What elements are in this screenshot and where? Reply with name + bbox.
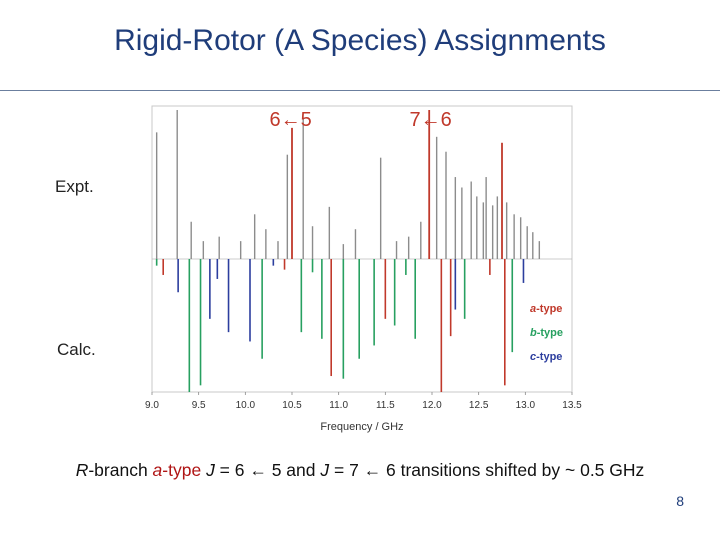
slide-title: Rigid-Rotor (A Species) Assignments [114, 24, 606, 57]
x-tick-label: 10.5 [282, 400, 302, 411]
x-axis: 9.0 9.5 10.0 10.5 11.0 11.5 12.0 12.5 13.0 13.5 [145, 392, 582, 411]
experimental-lines [155, 110, 541, 259]
caption-text-1: = 6 ← 5 and [214, 460, 321, 480]
caption-j2: J [320, 460, 330, 480]
x-tick-label: 11.0 [329, 400, 348, 411]
spectrum-chart: 9.0 9.5 10.0 10.5 11.0 11.5 12.0 12.5 13.0 13.5 6… [55, 105, 582, 433]
caption-a: a [152, 460, 163, 480]
x-tick-label: 11.5 [376, 400, 395, 411]
expt-label: Expt. [55, 177, 94, 196]
title-divider [0, 90, 720, 91]
x-axis-title: Frequency / GHz [320, 421, 403, 433]
plot-area [151, 105, 573, 393]
x-tick-label: 9.0 [145, 400, 159, 411]
x-tick-label: 10.0 [236, 400, 256, 411]
legend-entry-b-type: b-type [530, 327, 563, 339]
legend-entry-c-type: c-type [530, 351, 562, 363]
legend-entry-a-type: a-type [530, 303, 562, 315]
x-tick-label: 9.5 [192, 400, 206, 411]
x-tick-label: 13.5 [562, 400, 582, 411]
annotation-6-5: 6←5 [270, 109, 312, 131]
page-number: 8 [676, 493, 684, 509]
calculated-lines [155, 259, 525, 392]
calc-label: Calc. [57, 340, 96, 359]
x-tick-label: 12.0 [422, 400, 442, 411]
caption-type: -type [162, 460, 202, 480]
caption-j1: J [206, 460, 215, 480]
annotation-7-6: 7←6 [410, 109, 452, 131]
x-tick-label: 13.0 [516, 400, 536, 411]
caption-branch: -branch [88, 460, 153, 480]
caption: R-branch a-type J = 6 ← 5 and J = 7 ← 6 … [0, 460, 720, 481]
x-tick-label: 12.5 [469, 400, 489, 411]
caption-text-2: = 7 ← 6 transitions shifted by ~ 0.5 GHz [329, 460, 645, 480]
legend: a-type b-type c-type [530, 303, 563, 363]
caption-r: R [75, 460, 89, 480]
